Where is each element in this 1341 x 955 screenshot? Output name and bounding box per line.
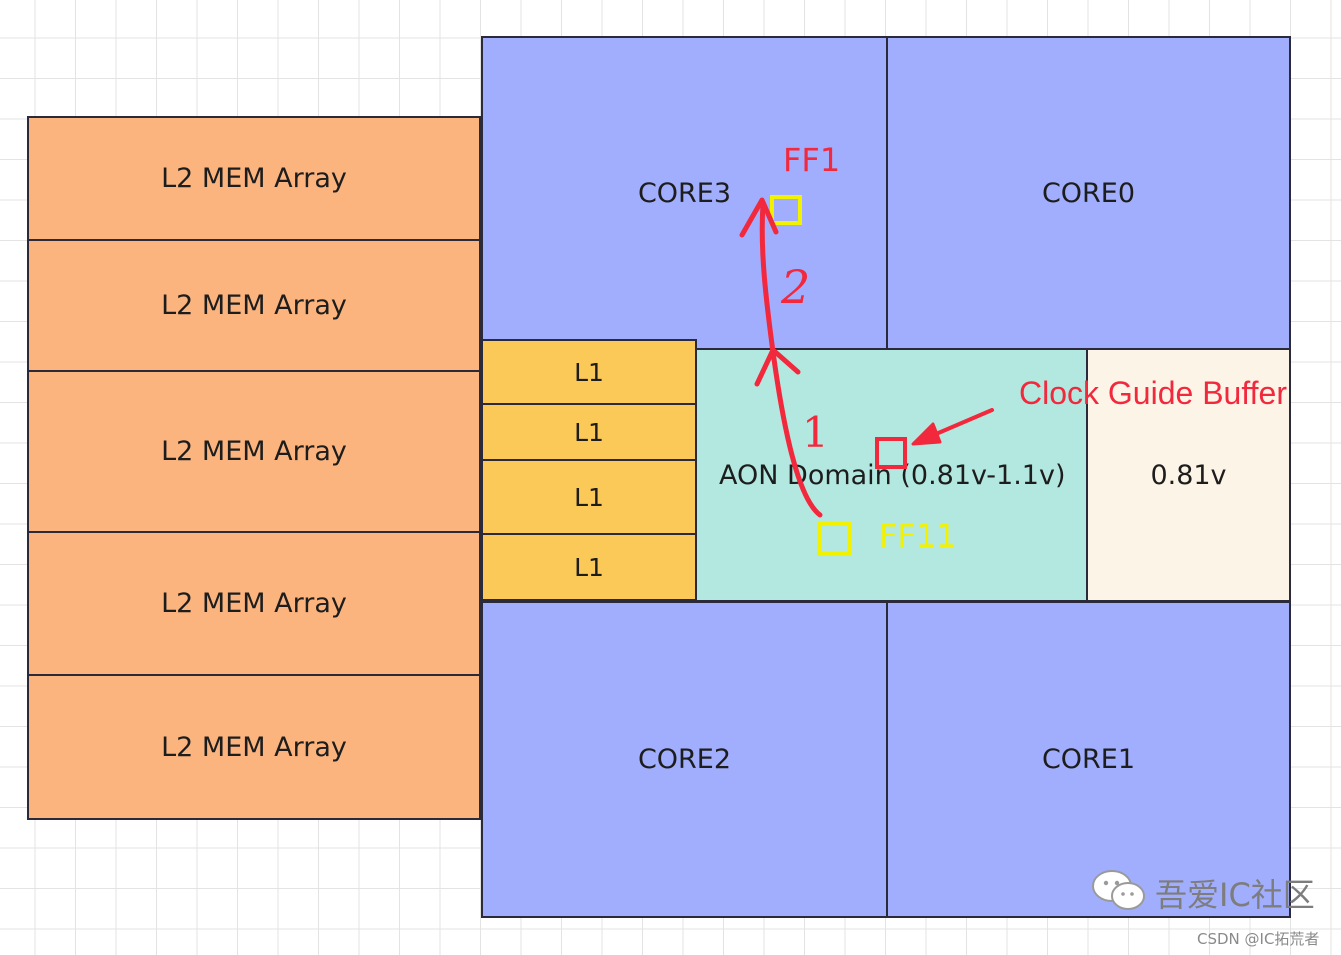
watermark-logo — [1092, 868, 1148, 919]
l2-mem-array-3: L2 MEM Array — [27, 370, 481, 533]
l1-cache-1: L1 — [481, 339, 697, 405]
core3-label: CORE3 — [637, 177, 732, 209]
arrowhead-step2 — [739, 197, 779, 238]
ff11-flipflop — [817, 522, 851, 556]
l1-label: L1 — [574, 357, 604, 387]
clock-guide-buffer-box — [875, 437, 907, 469]
core2-label: CORE2 — [637, 744, 732, 775]
l2-mem-array-4: L2 MEM Array — [27, 531, 481, 676]
core3-block: CORE3 — [481, 36, 888, 350]
l2-mem-array-label: L2 MEM Array — [161, 731, 347, 763]
ff1-label: FF1 — [783, 141, 841, 179]
watermark-credit: CSDN @IC拓荒者 — [1197, 930, 1320, 948]
step2-label: 2 — [781, 260, 811, 314]
aon-domain-block — [695, 348, 1088, 602]
core2-block: CORE2 — [481, 601, 888, 918]
ff11-label: FF11 — [879, 517, 957, 555]
buffer-pointer-arrowhead — [911, 422, 942, 446]
l2-mem-array-5: L2 MEM Array — [27, 674, 481, 820]
core0-block: CORE0 — [886, 36, 1291, 350]
l1-label: L1 — [574, 482, 604, 512]
l2-mem-array-1: L2 MEM Array — [27, 116, 481, 241]
l2-mem-array-label: L2 MEM Array — [161, 290, 347, 321]
watermark-brand: 吾爱IC社区 — [1155, 876, 1315, 914]
clock-path-step1 — [770, 349, 823, 518]
l1-label: L1 — [574, 417, 604, 447]
l2-mem-array-label: L2 MEM Array — [161, 436, 347, 467]
chat-bubble-icon — [1092, 870, 1145, 910]
l2-mem-array-label: L2 MEM Array — [161, 588, 347, 619]
ff1-flipflop — [770, 195, 802, 225]
voltage-label: 0.81v — [1150, 459, 1227, 491]
clock-path-step2 — [759, 201, 776, 355]
clock-guide-buffer-label: Clock Guide Buffer — [1019, 375, 1287, 411]
l1-label: L1 — [574, 552, 604, 582]
l1-cache-4: L1 — [481, 533, 697, 601]
core0-label: CORE0 — [1041, 177, 1136, 209]
step1-label: 1 — [802, 408, 829, 457]
voltage-region-block: 0.81v — [1086, 348, 1291, 602]
l2-mem-array-label: L2 MEM Array — [161, 163, 347, 194]
core1-label: CORE1 — [1041, 744, 1136, 775]
core1-block: CORE1 — [886, 601, 1291, 918]
